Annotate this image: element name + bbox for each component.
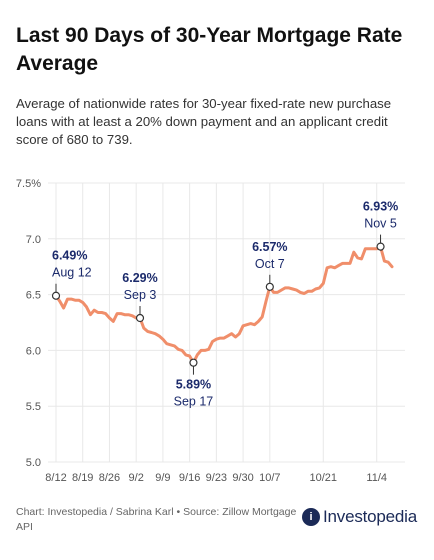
annotation-marker xyxy=(265,282,274,291)
grid-layer xyxy=(48,182,405,463)
annotation-date-label: Nov 5 xyxy=(364,217,397,231)
x-tick-label: 10/7 xyxy=(259,472,280,484)
investopedia-logo-text: Investopedia xyxy=(323,507,418,526)
annotation-marker xyxy=(376,242,385,251)
x-tick-label: 9/16 xyxy=(179,472,200,484)
annotation-value-label: 5.89% xyxy=(176,378,211,392)
y-tick-label: 6.5 xyxy=(26,290,41,302)
annotation-layer: 6.49% Aug 12 6.29% Sep 3 5.89% Sep 17 6.57% Oct… xyxy=(51,200,398,409)
annotation-date-label: Aug 12 xyxy=(52,266,92,280)
rate-series-line xyxy=(54,245,394,365)
y-tick-label: 5.5 xyxy=(26,401,41,413)
annotation-value-label: 6.57% xyxy=(252,240,287,254)
x-tick-label: 8/19 xyxy=(72,472,93,484)
x-tick-label: 10/21 xyxy=(310,472,338,484)
x-tick-label: 9/30 xyxy=(232,472,253,484)
line-chart: 6.49% Aug 12 6.29% Sep 3 5.89% Sep 17 6.57% Oct… xyxy=(16,178,405,484)
y-tick-label: 7.5% xyxy=(16,178,41,190)
investopedia-logo[interactable]: i Investopedia xyxy=(302,506,417,528)
chart-title: Last 90 Days of 30-Year Mortgage Rate Av… xyxy=(16,24,403,75)
y-tick-label: 7.0 xyxy=(26,234,41,246)
x-tick-label: 8/12 xyxy=(45,472,66,484)
chart-source: Chart: Investopedia / Sabrina Karl • Sou… xyxy=(16,506,297,533)
chart-subtitle: Average of nationwide rates for 30-year … xyxy=(16,96,392,147)
annotation-marker xyxy=(189,358,198,367)
y-tick-label: 5.0 xyxy=(26,457,41,469)
annotation-date-label: Oct 7 xyxy=(255,257,285,271)
annotation-value-label: 6.29% xyxy=(122,271,157,285)
x-tick-label: 9/9 xyxy=(155,472,170,484)
x-tick-label: 8/26 xyxy=(99,472,120,484)
annotation-value-label: 6.49% xyxy=(52,249,87,263)
tick-layer: 5.0 5.5 6.0 6.5 7.0 7.5% 8/12 8/19 8/26 9/2 9/9 9/1… xyxy=(16,178,387,484)
annotation-marker xyxy=(135,313,145,323)
annotation-date-label: Sep 17 xyxy=(174,395,214,409)
annotation-marker xyxy=(51,291,61,300)
x-tick-label: 9/2 xyxy=(129,472,144,484)
annotation-date-label: Sep 3 xyxy=(124,288,157,302)
annotation-value-label: 6.93% xyxy=(363,200,398,214)
y-tick-label: 6.0 xyxy=(26,345,41,357)
x-tick-label: 11/4 xyxy=(366,472,387,484)
x-tick-label: 9/23 xyxy=(206,472,227,484)
investopedia-logo-icon: i xyxy=(302,508,320,526)
line-layer xyxy=(54,245,394,365)
